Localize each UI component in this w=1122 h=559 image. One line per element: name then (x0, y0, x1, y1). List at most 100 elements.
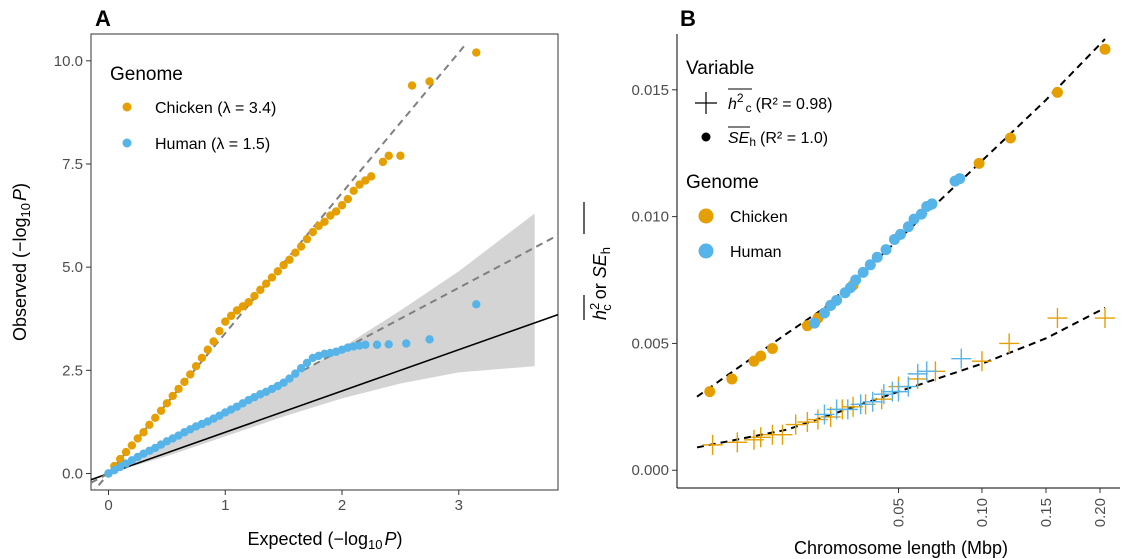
point-se-h-human (895, 228, 907, 240)
point-h2-c-chicken (1095, 308, 1115, 329)
point-chicken (296, 242, 306, 251)
point-human (291, 369, 300, 378)
legend-seh-label: SEh (R² = 1.0) (728, 130, 828, 149)
point-se-h-chicken (973, 157, 985, 169)
y-tick-label: 5.0 (62, 259, 83, 276)
ylabel-h-sub: h (598, 247, 613, 254)
point-chicken (256, 285, 265, 295)
b-y-tick-label: 0.005 (631, 335, 669, 352)
point-se-h-chicken (1004, 132, 1016, 144)
panel-a-y-axis-title: Observed (−log10 P) (10, 183, 33, 341)
point-human (425, 335, 434, 344)
point-chicken (355, 180, 364, 189)
point-h2-c-human (873, 384, 894, 405)
point-chicken (331, 207, 341, 216)
y-tick-label: 10.0 (54, 53, 83, 70)
point-chicken (197, 353, 207, 363)
panel-b-ticks: 0.05 0.10 0.15 0.20 0.000 0.005 0.010 0.015 (631, 82, 1109, 527)
point-se-h-human (871, 251, 883, 263)
panel-b-letter: B (680, 6, 696, 31)
point-se-h-chicken (704, 386, 716, 398)
point-chicken (285, 255, 294, 264)
y-tick-label: 0.0 (62, 465, 83, 482)
b-y-tick-label: 0.000 (631, 462, 669, 479)
point-chicken (186, 370, 195, 379)
point-chicken (308, 227, 318, 237)
point-chicken (425, 77, 434, 86)
point-chicken (133, 434, 142, 443)
panel-a-x-axis-title: Expected (−log10 P) (247, 529, 402, 552)
x-tick-label: 2 (338, 497, 346, 514)
legend-b-chicken-swatch (698, 208, 714, 224)
legend-b-human-swatch (698, 243, 714, 259)
point-h2-c-chicken (727, 432, 748, 453)
point-chicken (221, 317, 230, 326)
ylabel-h-sup: 2 (587, 303, 602, 310)
panel-b: B 0.05 0.10 0.15 0.20 0.000 0.005 0.010 0.015 C… (583, 6, 1120, 558)
point-chicken (139, 428, 148, 437)
point-chicken (472, 48, 481, 57)
point-se-h-human (818, 307, 830, 319)
point-chicken (302, 234, 312, 244)
b-x-tick-label: 0.20 (1092, 498, 1109, 527)
point-chicken (238, 302, 247, 311)
y-tick-label: 7.5 (62, 156, 83, 173)
variable-legend-title: Variable (686, 58, 754, 79)
point-se-h-chicken (726, 373, 738, 385)
point-chicken (250, 291, 259, 301)
point-chicken (396, 151, 405, 160)
point-chicken (337, 201, 347, 210)
point-h2-c-chicken (772, 424, 793, 445)
legend-h2c-sub: c (746, 101, 752, 115)
ylabel-or: or (590, 278, 610, 304)
point-se-h-chicken (1099, 43, 1111, 55)
b-y-tick-label: 0.010 (631, 209, 669, 226)
panel-b-points (702, 43, 1115, 455)
point-se-h-human (857, 266, 869, 278)
legend-h2c-r2: (R² = 0.98) (756, 96, 833, 113)
point-h2-c-human (888, 381, 909, 402)
point-chicken (273, 267, 282, 276)
b-x-tick-label: 0.05 (890, 498, 907, 527)
point-h2-c-chicken (971, 351, 992, 372)
panel-a-xlabel-prefix: Expected ( (247, 529, 333, 549)
panel-b-y-axis-title: h2c or SEh (583, 202, 614, 320)
point-chicken (215, 326, 224, 336)
point-h2-c-human (814, 404, 835, 425)
b-x-tick-label: 0.10 (974, 498, 991, 527)
point-chicken (320, 217, 329, 226)
point-chicken (279, 260, 288, 270)
point-chicken (232, 306, 242, 315)
point-human (302, 358, 312, 368)
panel-a-letter: A (95, 6, 111, 31)
legend-h2c-sup: 2 (737, 91, 744, 105)
panel-a-points (104, 48, 481, 478)
point-chicken (343, 194, 353, 204)
legend-h2c-label: h2c (R² = 0.98) (728, 91, 833, 115)
point-human (372, 340, 382, 349)
point-se-h-human (864, 259, 876, 271)
point-chicken (267, 273, 277, 282)
panel-a-ylabel-suffix: ) (10, 183, 30, 189)
point-h2-c-human (837, 399, 858, 420)
point-chicken (115, 454, 125, 464)
point-chicken (191, 361, 201, 371)
point-human (384, 340, 393, 349)
point-chicken (314, 221, 323, 231)
reference-line (91, 313, 558, 481)
point-h2-c-human (898, 376, 919, 397)
legend-human-swatch (122, 138, 132, 148)
point-chicken (145, 420, 154, 429)
ylabel-c-sub: c (599, 304, 614, 311)
panel-a-ylabel-sub: 10 (18, 203, 33, 217)
point-human (402, 339, 411, 348)
point-h2-c-human (916, 361, 937, 382)
panel-a-xlabel-sub: 10 (368, 537, 382, 552)
point-chicken (168, 391, 177, 401)
legend-b-human-label: Human (730, 244, 782, 261)
panel-a-xlabel-log: −log (334, 529, 369, 549)
ylabel-se: SE (590, 253, 610, 278)
point-chicken (127, 441, 137, 450)
b-y-tick-label: 0.015 (631, 82, 669, 99)
